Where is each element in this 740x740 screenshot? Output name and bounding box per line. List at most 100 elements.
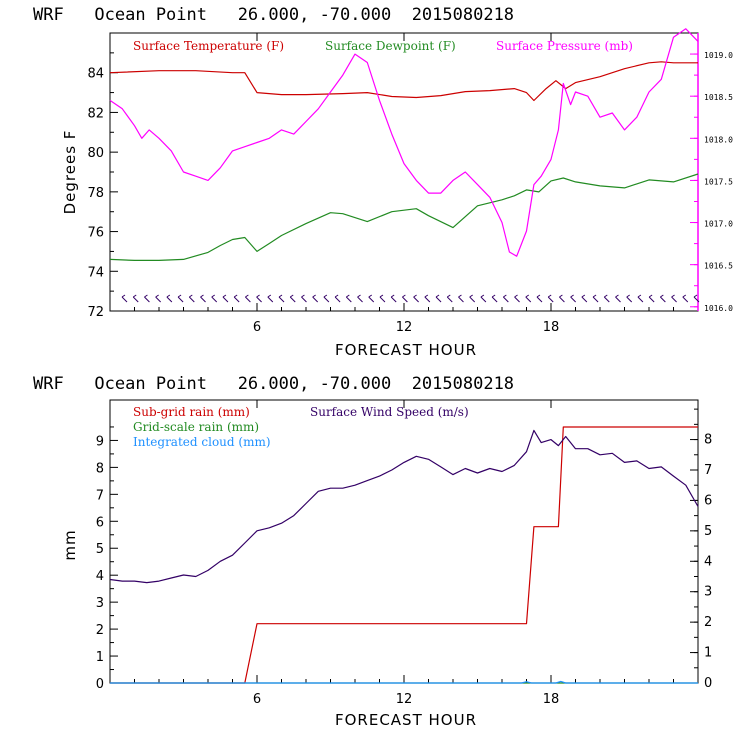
wind-barb-flag: [132, 294, 137, 298]
wind-barb: [211, 296, 218, 303]
wind-barb: [671, 296, 677, 303]
surface-wind-speed-line: [109, 429, 699, 584]
legend-surface-pressure: Surface Pressure (mb): [496, 39, 633, 53]
y-tick-label: 8: [96, 461, 104, 476]
wind-barb: [648, 296, 655, 303]
wind-barb-flag: [402, 294, 406, 298]
wind-barb-flag: [660, 294, 664, 298]
wind-barb: [166, 296, 173, 303]
wind-barb-flag: [357, 294, 361, 298]
y-tick-label: 2: [96, 623, 104, 638]
wind-barb-flag: [166, 294, 171, 298]
y-tick-label: 5: [96, 542, 104, 557]
wind-barb-flag: [312, 294, 316, 298]
wind-barb: [245, 296, 251, 303]
wind-barb: [435, 296, 442, 303]
x-tick-label: 12: [396, 692, 413, 707]
wind-barb: [514, 296, 520, 303]
wind-barb: [693, 296, 700, 303]
wind-barb-flag: [581, 294, 586, 298]
wind-barb: [155, 296, 162, 303]
y2-tick-label: 1018.5: [704, 93, 733, 102]
y-tick-label: 74: [87, 265, 104, 280]
wind-barb: [312, 296, 319, 303]
wind-barb: [615, 296, 621, 303]
wind-barb-flag: [637, 294, 642, 298]
y2-tick-label: 4: [704, 554, 712, 569]
wind-barb-flag: [682, 294, 687, 298]
wind-barb-flag: [334, 294, 339, 298]
wind-barb: [334, 296, 341, 303]
y-tick-label: 78: [87, 186, 104, 201]
top-chart-xlabel: FORECAST HOUR: [335, 341, 477, 359]
integrated-cloud-line: [110, 680, 698, 684]
bottom-chart-xlabel: FORECAST HOUR: [335, 711, 477, 729]
wind-barb-flag: [480, 294, 485, 298]
wind-barb: [413, 296, 419, 303]
wind-barb-flag: [233, 294, 238, 298]
wind-barb: [132, 296, 139, 303]
wind-barb-flag: [301, 294, 305, 298]
wind-barb: [626, 296, 633, 303]
y-tick-label: 7: [96, 488, 104, 503]
wind-barb-flag: [435, 294, 440, 298]
wind-barb-flag: [603, 294, 608, 298]
x-tick-label: 6: [253, 320, 261, 335]
wind-barb-flag: [570, 294, 574, 298]
y2-tick-label: 1017.5: [704, 177, 733, 186]
legend-surface-wind-speed: Surface Wind Speed (m/s): [310, 405, 469, 419]
wind-barb-flag: [458, 294, 462, 298]
x-tick-label: 18: [543, 692, 560, 707]
wind-barb: [603, 296, 610, 303]
wind-barb-flag: [289, 294, 294, 298]
y2-tick-label: 5: [704, 524, 712, 539]
wind-barb-flag: [379, 294, 384, 298]
wind-barb-flag: [256, 294, 260, 298]
wind-barb: [469, 296, 476, 303]
wind-barb: [458, 296, 464, 303]
wind-barb: [570, 296, 576, 303]
y-tick-label: 4: [96, 569, 104, 584]
wind-barb-flag: [503, 294, 507, 298]
wind-barb: [581, 296, 588, 303]
y-tick-label: 9: [96, 434, 104, 449]
y-tick-label: 76: [87, 226, 104, 241]
wind-barb-flag: [693, 294, 698, 298]
legend-surface-dewpoint: Surface Dewpoint (F): [325, 39, 456, 53]
wind-barb-flag: [121, 294, 126, 298]
wind-barb-flag: [413, 294, 417, 298]
wind-barb-flag: [346, 294, 350, 298]
top-chart-title: WRF Ocean Point 26.000, -70.000 20150802…: [33, 5, 514, 25]
wind-barb-flag: [177, 294, 182, 298]
surface-dewpoint-line: [109, 173, 699, 261]
wind-barb: [357, 296, 363, 303]
wind-barb-flag: [648, 294, 653, 298]
wind-barb: [559, 296, 565, 303]
wind-barb: [233, 296, 240, 303]
y2-tick-label: 3: [704, 585, 712, 600]
wind-barb-flag: [278, 294, 283, 298]
legend-subgrid-rain: Sub-grid rain (mm): [133, 405, 250, 419]
wind-barb-flag: [491, 294, 496, 298]
y2-tick-label: 0: [704, 676, 712, 691]
legend-surface-temperature: Surface Temperature (F): [133, 39, 284, 53]
wind-barb: [301, 296, 307, 303]
wind-barb-flag: [514, 294, 518, 298]
wind-barb: [402, 296, 408, 303]
wind-barb-flag: [626, 294, 630, 298]
y-tick-label: 1: [96, 650, 104, 665]
wind-barb: [480, 296, 487, 303]
wind-barb-flag: [536, 294, 541, 298]
y2-tick-label: 1018.0: [704, 135, 733, 144]
wind-barb-flag: [592, 294, 597, 298]
y-tick-label: 80: [87, 146, 104, 161]
y-tick-label: 6: [96, 515, 104, 530]
top-chart-ylabel: Degrees F: [61, 130, 79, 215]
wind-barb: [502, 296, 509, 303]
wind-barb: [659, 296, 666, 303]
wind-barb: [379, 296, 386, 303]
top-chart-series: [109, 28, 699, 261]
wind-barb-flag: [368, 294, 373, 298]
wind-barb-flag: [559, 294, 563, 298]
